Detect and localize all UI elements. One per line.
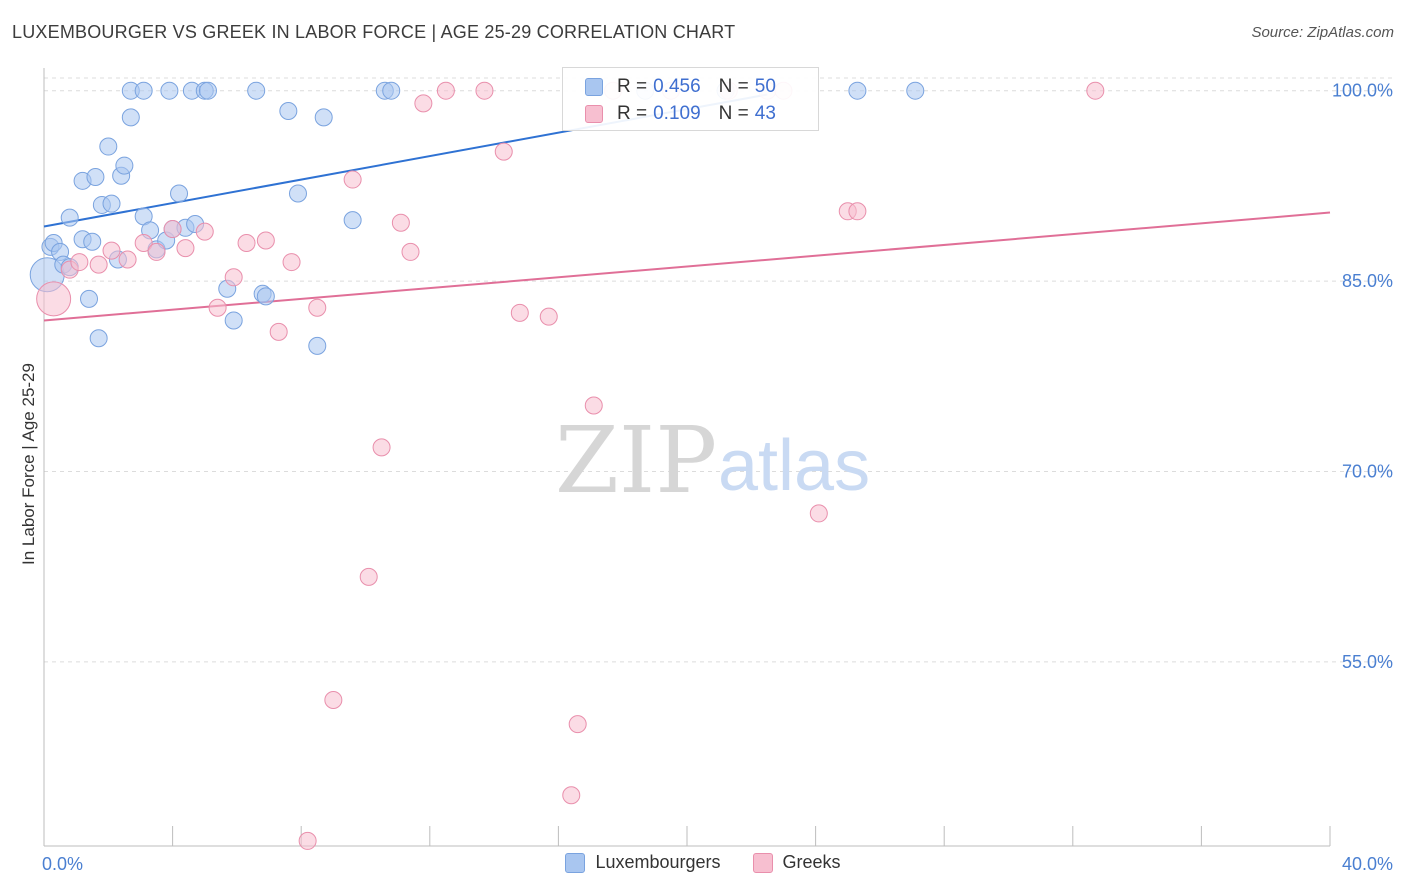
legend-r-value: 0.109 — [653, 103, 701, 124]
luxembourger-point — [906, 81, 925, 100]
luxembourger-point — [89, 329, 108, 348]
greek-point — [70, 253, 89, 272]
correlation-legend: R = 0.456 N = 50 R = 0.109 N = 43 — [562, 67, 819, 131]
x-tick-label: 0.0% — [42, 854, 83, 874]
greek-point — [195, 222, 214, 241]
greek-point — [401, 242, 420, 261]
legend-swatch-luxembourgers — [565, 852, 586, 873]
greek-point — [848, 202, 867, 221]
legend-n-label: N = — [718, 76, 749, 97]
luxembourger-point — [134, 81, 153, 100]
greek-point — [102, 241, 121, 260]
legend-n-value: 43 — [754, 103, 776, 124]
luxembourger-point — [247, 81, 266, 100]
tick-labels: 100.0% 85.0% 70.0% 55.0% 0.0% 40.0% In Labor F… — [19, 81, 1393, 874]
luxembourger-point — [279, 102, 298, 121]
y-tick-label: 85.0% — [1342, 271, 1393, 291]
series-legend: Luxembourgers Greeks — [0, 852, 1406, 873]
legend-item-luxembourgers[interactable]: Luxembourgers — [565, 852, 721, 873]
watermark-zip: ZIP — [555, 407, 717, 514]
luxembourger-point — [160, 81, 179, 100]
greek-point — [224, 268, 243, 287]
legend-r-value: 0.456 — [653, 76, 701, 97]
y-tick-label: 55.0% — [1342, 652, 1393, 672]
chart-title: LUXEMBOURGER VS GREEK IN LABOR FORCE | A… — [12, 22, 736, 42]
greek-point — [147, 242, 166, 261]
legend-swatch-greeks — [585, 105, 603, 123]
greek-point — [308, 298, 327, 317]
watermark: ZIP atlas — [555, 407, 870, 514]
luxembourger-point — [86, 168, 105, 187]
legend-label-greeks: Greeks — [782, 852, 841, 872]
greek-point — [208, 298, 227, 317]
greek-point — [256, 231, 275, 250]
luxembourger-point — [308, 336, 327, 355]
greek-point — [282, 253, 301, 272]
legend-swatch-luxembourgers — [585, 78, 603, 96]
greek-point — [343, 170, 362, 189]
greek-point — [1086, 81, 1105, 100]
greek-point — [176, 239, 195, 258]
greek-point — [562, 786, 581, 805]
luxembourger-point — [314, 108, 333, 127]
luxembourger-point — [224, 311, 243, 330]
greek-point — [510, 303, 529, 322]
greek-trendline — [43, 211, 1331, 322]
luxembourger-point — [99, 137, 118, 156]
greek-point — [475, 81, 494, 100]
legend-r-label: R = — [617, 103, 648, 124]
greek-point — [89, 255, 108, 274]
luxembourger-point — [83, 232, 102, 251]
source-label: Source: ZipAtlas.com — [1251, 24, 1394, 41]
legend-item-greeks[interactable]: Greeks — [752, 852, 841, 873]
y-tick-label: 100.0% — [1332, 81, 1393, 101]
watermark-atlas: atlas — [718, 426, 870, 506]
greek-point — [36, 281, 72, 317]
greek-point — [414, 94, 433, 113]
greek-point — [436, 81, 455, 100]
legend-row-greeks: R = 0.109 N = 43 — [585, 100, 776, 128]
greek-point — [539, 307, 558, 326]
gridlines — [44, 77, 1392, 663]
greek-point — [391, 213, 410, 232]
legend-swatch-greeks — [752, 852, 773, 873]
greek-point — [568, 715, 587, 734]
greek-point — [494, 142, 513, 161]
greek-point — [298, 831, 317, 850]
greek-point — [237, 234, 256, 253]
greek-point — [809, 504, 828, 523]
greek-point — [584, 396, 603, 415]
luxembourger-point — [256, 287, 275, 306]
luxembourger-point — [121, 108, 140, 127]
legend-r-label: R = — [617, 76, 648, 97]
legend-row-luxembourgers: R = 0.456 N = 50 — [585, 73, 776, 101]
greek-point — [372, 438, 391, 457]
luxembourger-point — [848, 81, 867, 100]
greek-point — [134, 234, 153, 253]
y-axis-label: In Labor Force | Age 25-29 — [19, 363, 38, 565]
luxembourger-point — [80, 289, 99, 308]
luxembourger-point — [343, 211, 362, 230]
luxembourger-point — [102, 194, 121, 213]
greek-point — [324, 691, 343, 710]
legend-n-value: 50 — [754, 76, 776, 97]
greek-point — [359, 567, 378, 586]
greek-point — [118, 250, 137, 269]
luxembourger-point — [198, 81, 217, 100]
greek-point — [269, 322, 288, 341]
legend-n-label: N = — [718, 103, 749, 124]
luxembourger-point — [288, 184, 307, 203]
luxembourger-point — [382, 81, 401, 100]
x-tick-label: 40.0% — [1342, 854, 1393, 874]
greek-point — [163, 220, 182, 239]
y-tick-label: 70.0% — [1342, 462, 1393, 482]
luxembourger-point — [115, 156, 134, 175]
luxembourger-point — [60, 208, 79, 227]
luxembourger-point — [170, 184, 189, 203]
legend-label-luxembourgers: Luxembourgers — [595, 852, 721, 872]
